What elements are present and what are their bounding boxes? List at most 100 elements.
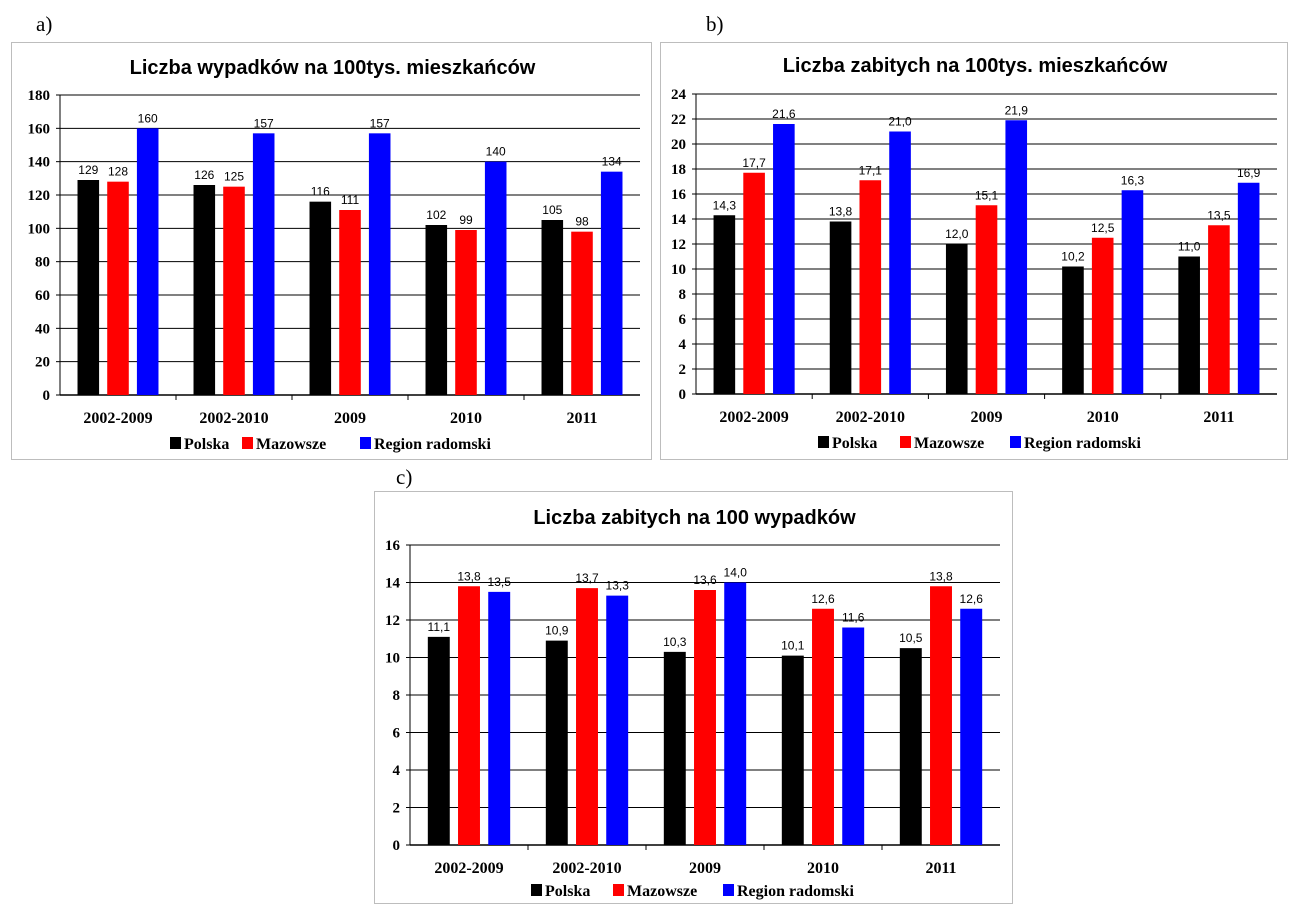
y-tick-label: 14: [671, 212, 687, 228]
data-label: 16,3: [1121, 173, 1145, 187]
y-tick-label: 6: [679, 312, 687, 328]
bar-polska: [713, 215, 736, 394]
bar-polska: [309, 201, 332, 395]
data-label: 13,5: [1207, 208, 1231, 222]
data-label: 17,1: [859, 163, 883, 177]
bar-region-radomski: [1121, 190, 1144, 394]
x-tick-label: 2002-2009: [719, 409, 788, 426]
panel-label-c: c): [396, 465, 413, 489]
bar-region-radomski: [773, 124, 795, 394]
bar-mazowsze: [455, 230, 477, 395]
y-tick-label: 40: [35, 321, 50, 337]
chart-a: Liczba wypadków na 100tys. mieszkańców 0 2…: [11, 42, 652, 460]
x-tick-label: 2002-2009: [83, 410, 152, 427]
legend-label: Region radomski: [737, 883, 854, 900]
bar-mazowsze: [576, 588, 598, 845]
y-tick-label: 2: [393, 801, 401, 817]
y-tick-label: 140: [28, 155, 51, 171]
bar-polska: [829, 221, 852, 394]
bar-region-radomski: [606, 595, 629, 845]
legend-label: Mazowsze: [256, 436, 326, 453]
bar-mazowsze: [223, 186, 245, 395]
bar-mazowsze: [571, 231, 593, 395]
data-label: 12,5: [1091, 221, 1115, 235]
bar-polska: [77, 180, 100, 395]
data-label: 17,7: [742, 156, 766, 170]
data-label: 21,9: [1005, 103, 1029, 117]
data-label: 13,8: [457, 569, 481, 583]
bar-polska: [663, 651, 686, 845]
data-label: 11,0: [1178, 240, 1201, 254]
y-tick-label: 0: [679, 387, 687, 403]
bar-region-radomski: [889, 131, 911, 394]
data-label: 21,0: [888, 115, 912, 129]
data-label: 140: [486, 145, 506, 159]
bar-mazowsze: [930, 586, 952, 845]
data-label: 15,1: [975, 188, 999, 202]
bar-region-radomski: [484, 161, 507, 395]
data-label: 134: [602, 155, 622, 169]
data-label: 12,6: [960, 592, 984, 606]
x-tick-label: 2010: [1087, 409, 1119, 426]
chart-svg: Liczba wypadków na 100tys. mieszkańców 0 2…: [28, 57, 640, 453]
bar-polska: [193, 185, 216, 395]
bar-mazowsze: [458, 586, 480, 845]
chart-svg: Liczba zabitych na 100 wypadków 0 2 4 6 8 10 12…: [385, 507, 1000, 900]
bar-region-radomski: [488, 591, 511, 845]
bar-polska: [1178, 256, 1200, 394]
bar-mazowsze: [812, 608, 834, 845]
data-label: 13,8: [929, 569, 953, 583]
data-label: 99: [459, 213, 473, 227]
bar-region-radomski: [960, 608, 983, 845]
y-tick-label: 80: [35, 255, 50, 271]
data-label: 10,2: [1061, 250, 1085, 264]
data-label: 13,8: [829, 205, 853, 219]
data-label: 16,9: [1237, 166, 1261, 180]
legend-swatch: [531, 884, 542, 896]
data-label: 14,3: [713, 198, 737, 212]
data-label: 98: [575, 215, 589, 229]
data-label: 21,6: [772, 107, 796, 121]
data-label: 105: [542, 203, 562, 217]
bar-polska: [899, 648, 922, 845]
data-label: 11,6: [842, 611, 865, 625]
bar-mazowsze: [107, 181, 129, 395]
bar-mazowsze: [743, 172, 765, 394]
legend-label: Polska: [545, 883, 590, 900]
y-tick-label: 16: [385, 538, 401, 554]
y-tick-label: 120: [28, 188, 51, 204]
y-tick-label: 18: [671, 162, 686, 178]
data-label: 12,0: [945, 227, 969, 241]
bar-mazowsze: [975, 205, 998, 394]
chart-c: Liczba zabitych na 100 wypadków 0 2 4 6 8 10 12…: [374, 491, 1013, 904]
bar-region-radomski: [842, 627, 865, 845]
data-label: 11,1: [428, 620, 451, 634]
legend-label: Polska: [832, 435, 877, 452]
data-label: 13,6: [693, 573, 717, 587]
bar-mazowsze: [1208, 225, 1230, 394]
y-tick-label: 160: [28, 121, 51, 137]
y-tick-label: 10: [385, 651, 400, 667]
bar-region-radomski: [1237, 182, 1260, 394]
y-tick-label: 100: [28, 221, 51, 237]
data-label: 13,3: [606, 579, 630, 593]
data-label: 13,5: [488, 575, 512, 589]
data-label: 128: [108, 165, 128, 179]
legend-swatch: [723, 884, 734, 896]
legend-swatch: [1010, 436, 1021, 448]
data-label: 102: [426, 208, 446, 222]
x-tick-label: 2002-2010: [836, 409, 905, 426]
data-label: 12,6: [811, 592, 835, 606]
data-label: 116: [311, 185, 330, 199]
bar-mazowsze: [859, 180, 882, 394]
legend-label: Polska: [184, 436, 229, 453]
legend-label: Mazowsze: [914, 435, 984, 452]
legend-swatch: [613, 884, 624, 896]
bar-polska: [427, 636, 450, 845]
legend-label: Region radomski: [1024, 435, 1141, 452]
legend-swatch: [900, 436, 911, 448]
y-tick-label: 60: [35, 288, 50, 304]
y-tick-label: 0: [43, 388, 51, 404]
chart-svg: Liczba zabitych na 100tys. mieszkańców 0 2…: [671, 55, 1277, 452]
x-tick-label: 2002-2010: [552, 860, 621, 877]
